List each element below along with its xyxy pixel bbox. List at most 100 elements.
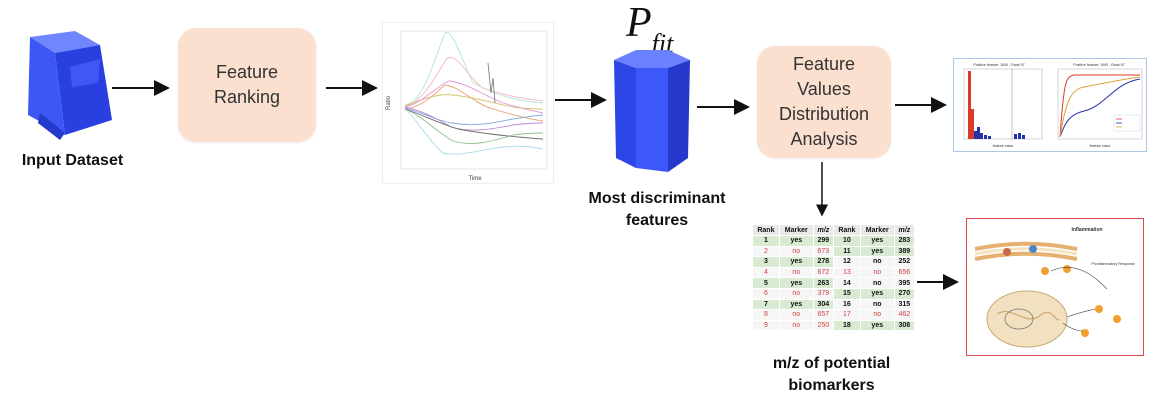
rank-cell: 8 <box>752 309 780 321</box>
histogram-left-xlabel: feature value <box>993 144 1014 148</box>
marker-cell: yes <box>778 298 814 311</box>
rank-table-header-row: Rank Marker m/z Rank Marker m/z <box>752 224 916 236</box>
marker-cell: yes <box>859 235 895 247</box>
rank-table-row: 4 no 672 13 no 656 <box>752 266 916 279</box>
header-marker-a: Marker <box>778 224 814 236</box>
rank-cell: 18 <box>832 319 861 332</box>
histogram-left-bars <box>968 69 1025 139</box>
mz-cell: 283 <box>893 235 916 247</box>
input-dataset-cube-icon <box>28 31 112 140</box>
rank-cell: 3 <box>752 256 780 268</box>
rank-table-row: 3 yes 278 12 no 252 <box>752 256 916 268</box>
mz-cell: 299 <box>812 235 834 247</box>
rank-table-body: 1 yes 299 10 yes 283 2 no 673 11 yes 389 3 yes 278 12 no… <box>752 235 916 332</box>
timeseries-svg: Time Ratio <box>386 30 548 182</box>
feature-ranking-box: Feature Ranking <box>178 28 316 142</box>
pathway-svg: Inflammation Proinflammatory Response <box>974 227 1135 348</box>
marker-cell: no <box>778 309 814 321</box>
biomarker-caption: m/z of potential biomarkers <box>744 353 919 397</box>
cdf-curves <box>1059 74 1141 138</box>
feature-timeseries-plot: Time Ratio <box>382 22 554 184</box>
rank-table-row: 8 no 657 17 no 462 <box>752 309 916 321</box>
mz-cell: 263 <box>812 277 834 289</box>
mz-cell: 252 <box>893 256 916 268</box>
distribution-line3: Distribution <box>778 104 870 124</box>
marker-cell: no <box>778 266 814 279</box>
header-rank-b: Rank <box>832 224 861 236</box>
rank-cell: 9 <box>752 319 780 332</box>
rank-cell: 10 <box>832 235 861 247</box>
mz-cell: 389 <box>893 245 916 258</box>
histogram-right-xlabel: feature value <box>1090 144 1111 148</box>
distribution-line2: Values <box>797 79 851 99</box>
rank-cell: 15 <box>832 287 861 300</box>
rank-cell: 14 <box>832 277 861 289</box>
distribution-line4: Analysis <box>790 129 858 149</box>
mz-cell: 673 <box>812 245 834 258</box>
marker-cell: yes <box>778 256 814 268</box>
mz-cell: 395 <box>893 277 916 289</box>
mz-cell: 657 <box>812 309 834 321</box>
marker-cell: no <box>778 287 814 300</box>
rank-table-row: 7 yes 304 16 no 315 <box>752 298 916 311</box>
pathway-title: Inflammation <box>1071 227 1102 233</box>
pfit-symbol: P <box>626 0 652 46</box>
mz-cell: 304 <box>812 298 834 311</box>
membrane-bilayer <box>974 241 1078 261</box>
discriminant-caption-line1: Most discriminant <box>588 190 726 207</box>
mz-cell: 270 <box>893 287 916 300</box>
mz-cell: 672 <box>812 266 834 279</box>
rank-cell: 13 <box>832 266 861 279</box>
histogram-right-title: Positive feature: 1000 - Rank 97 <box>1073 63 1124 67</box>
marker-cell: no <box>859 298 895 311</box>
histogram-thumbnail: Positive feature: 1000 - Rank 97 feature… <box>953 58 1147 152</box>
pathway-response-label: Proinflammatory Response <box>1091 262 1134 266</box>
pfit-prism-icon <box>614 50 690 172</box>
rank-table: Rank Marker m/z Rank Marker m/z 1 yes 299 1… <box>752 224 916 332</box>
header-mz-b: m/z <box>893 224 916 236</box>
rank-table-row: 6 no 379 15 yes 270 <box>752 287 916 300</box>
header-rank-a: Rank <box>752 224 780 236</box>
rank-table-row: 1 yes 299 10 yes 283 <box>752 235 916 247</box>
marker-cell: yes <box>778 277 814 289</box>
timeseries-ylabel: Ratio <box>386 95 392 110</box>
feature-ranking-line1: Feature <box>215 62 279 82</box>
mz-cell: 278 <box>812 256 834 268</box>
mz-cell: 250 <box>812 319 834 332</box>
rank-cell: 12 <box>832 256 861 268</box>
marker-cell: no <box>859 266 895 279</box>
timeseries-xlabel: Time <box>468 176 482 182</box>
rank-table-container: Rank Marker m/z Rank Marker m/z 1 yes 299 1… <box>752 224 916 332</box>
inflammation-pathway-figure: Inflammation Proinflammatory Response <box>966 218 1144 356</box>
rank-cell: 6 <box>752 287 780 300</box>
rank-table-row: 9 no 250 18 yes 308 <box>752 319 916 332</box>
mz-cell: 315 <box>893 298 916 311</box>
biomarker-caption-line2: biomarkers <box>788 377 875 394</box>
marker-cell: yes <box>859 245 895 258</box>
rank-cell: 1 <box>752 235 780 247</box>
discriminant-caption: Most discriminant features <box>572 188 742 232</box>
pfit-label: Pfit <box>626 0 673 58</box>
distribution-analysis-box: Feature Values Distribution Analysis <box>757 46 891 158</box>
rank-cell: 11 <box>832 245 861 258</box>
distribution-line1: Feature <box>792 54 856 74</box>
mz-cell: 308 <box>893 319 916 332</box>
rank-cell: 4 <box>752 266 780 279</box>
marker-cell: no <box>859 256 895 268</box>
rank-cell: 7 <box>752 298 780 311</box>
biomarker-caption-line1: m/z of potential <box>772 355 891 372</box>
feature-ranking-line2: Ranking <box>213 87 281 107</box>
marker-cell: no <box>778 245 814 258</box>
marker-cell: yes <box>778 235 814 247</box>
rank-cell: 5 <box>752 277 780 289</box>
mz-cell: 656 <box>893 266 916 279</box>
rank-cell: 17 <box>832 309 861 321</box>
rank-table-row: 2 no 673 11 yes 389 <box>752 245 916 258</box>
mz-cell: 462 <box>893 309 916 321</box>
marker-cell: no <box>859 277 895 289</box>
rank-cell: 2 <box>752 245 780 258</box>
histogram-left-title: Positive feature: 1000 - Rank 97 <box>973 63 1024 67</box>
marker-cell: no <box>859 309 895 321</box>
timeseries-lines <box>404 32 544 155</box>
